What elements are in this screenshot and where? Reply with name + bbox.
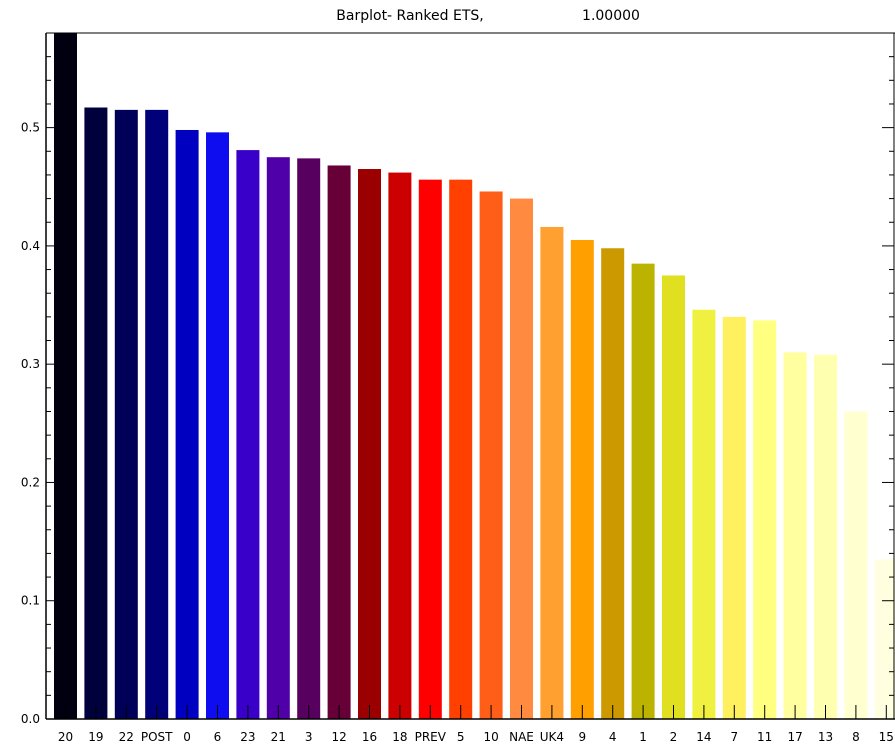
bar-19 (84, 107, 108, 719)
x-tick-label: 17 (787, 730, 802, 744)
bar-20 (54, 33, 77, 719)
x-tick-label: NAE (509, 730, 534, 744)
x-tick-label: 12 (331, 730, 346, 744)
bar-23 (236, 150, 260, 720)
bar-12 (327, 165, 351, 720)
bar-post (145, 109, 169, 719)
bar-2 (662, 275, 685, 719)
bar-1 (631, 263, 655, 719)
bar-17 (783, 352, 807, 719)
x-tick-label: 6 (214, 730, 222, 744)
x-tick-label: 3 (305, 730, 313, 744)
x-tick-label: 11 (757, 730, 772, 744)
x-tick-label: 23 (240, 730, 255, 744)
x-tick-label: 15 (879, 730, 894, 744)
x-tick-label: 20 (58, 730, 73, 744)
y-tick-label: 0.5 (21, 121, 40, 135)
x-tick-label: 5 (457, 730, 465, 744)
bar-4 (601, 248, 625, 719)
x-tick-label: PREV (415, 730, 447, 744)
x-tick-label: POST (141, 730, 173, 744)
x-tick-label: 22 (119, 730, 134, 744)
bar-13 (814, 354, 837, 719)
chart-title: Barplot- Ranked ETS, (336, 8, 483, 24)
bar-prev (418, 179, 442, 719)
bar-9 (570, 239, 594, 720)
bar-16 (358, 169, 381, 719)
x-tick-label: 14 (696, 730, 711, 744)
x-tick-label: 21 (271, 730, 286, 744)
bar-6 (206, 132, 229, 720)
bar-11 (753, 320, 777, 719)
x-tick-label: 4 (609, 730, 617, 744)
bar-3 (297, 158, 321, 719)
y-tick-label: 0.1 (21, 594, 40, 608)
bar-14 (692, 309, 716, 719)
x-tick-label: 2 (670, 730, 678, 744)
bar-uk4 (540, 226, 564, 719)
x-tick-label: 8 (852, 730, 860, 744)
axes-group (45, 32, 895, 720)
bar-21 (266, 157, 290, 719)
bar-8 (844, 411, 868, 719)
bar-22 (114, 109, 138, 719)
x-tick-label: 16 (362, 730, 377, 744)
x-tick-label: 1 (639, 730, 647, 744)
x-tick-label: 10 (483, 730, 498, 744)
bars-group (54, 33, 895, 720)
x-tick-label: 13 (818, 730, 833, 744)
y-tick-label: 0.3 (21, 357, 40, 371)
x-tick-label: UK4 (540, 730, 564, 744)
x-tick-label: 19 (88, 730, 103, 744)
bar-18 (388, 172, 412, 719)
chart-title-value: 1.00000 (582, 8, 640, 24)
y-tick-label: 0.2 (21, 475, 40, 489)
x-tick-label: 9 (578, 730, 586, 744)
y-tick-label: 0.4 (21, 239, 40, 253)
labels-group: 20 19 22 POST 0 6 23 21 3 12 16 18 PREV 5 10 NAE UK4 9 4 1 2… (21, 121, 894, 744)
bar-nae (510, 198, 533, 720)
bar-10 (479, 191, 503, 720)
x-tick-label: 7 (730, 730, 738, 744)
x-tick-label: 18 (392, 730, 407, 744)
bar-0 (175, 129, 199, 720)
bar-15 (874, 559, 895, 719)
y-tick-label: 0.0 (21, 712, 40, 726)
bar-5 (449, 179, 473, 719)
bar-7 (722, 316, 746, 719)
x-tick-label: 0 (183, 730, 191, 744)
